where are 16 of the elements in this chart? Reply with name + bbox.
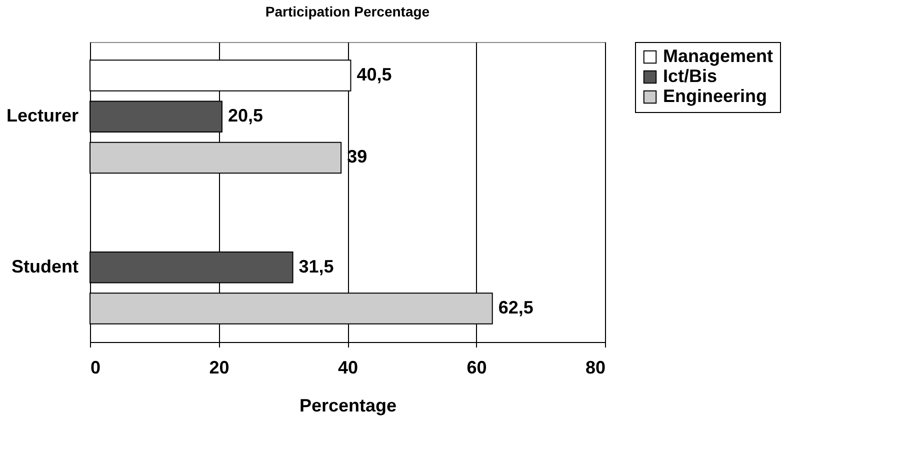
x-tick-label: 40 <box>338 358 358 378</box>
x-tick-label: 60 <box>466 358 487 378</box>
data-label: 20,5 <box>228 106 264 126</box>
x-axis-title: Percentage <box>299 396 397 416</box>
legend-label: Ict/Bis <box>663 66 718 86</box>
legend-label: Engineering <box>663 86 768 106</box>
data-label: 62,5 <box>498 297 534 318</box>
chart-title: Participation Percentage <box>265 4 430 20</box>
data-label: 40,5 <box>356 64 392 85</box>
x-tick-label: 0 <box>90 358 101 378</box>
legend-label: Management <box>663 46 774 66</box>
y-tick-label: Student <box>12 256 78 276</box>
x-tick-label: 80 <box>585 358 606 378</box>
x-tick-label: 20 <box>209 358 230 378</box>
data-label: 31,5 <box>298 256 334 276</box>
y-tick-label: Lecturer <box>6 106 78 126</box>
